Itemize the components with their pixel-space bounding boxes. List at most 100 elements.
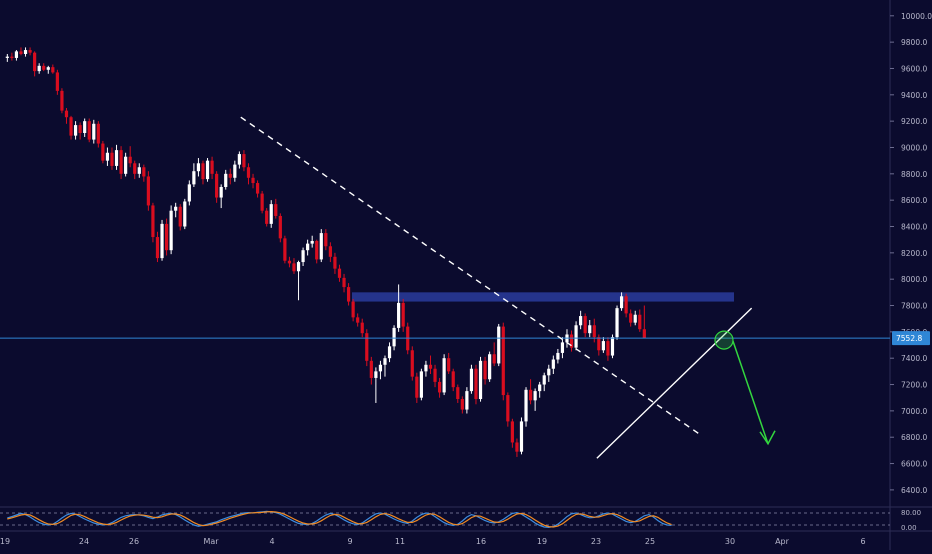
candle[interactable] — [192, 163, 196, 187]
time-axis[interactable]: 19 24 26 Mar 4 9 11 16 19 23 25 30 Apr 6 — [0, 537, 866, 546]
candle[interactable] — [105, 147, 110, 166]
candle[interactable] — [383, 355, 387, 377]
candle[interactable] — [114, 144, 119, 170]
candle[interactable] — [46, 65, 50, 74]
candle[interactable] — [337, 264, 342, 282]
candle[interactable] — [151, 202, 155, 243]
candle[interactable] — [397, 284, 401, 332]
candle[interactable] — [73, 121, 78, 140]
candle[interactable] — [615, 305, 619, 340]
candle[interactable] — [69, 115, 73, 140]
candle[interactable] — [515, 438, 519, 457]
candle[interactable] — [624, 293, 628, 318]
candle[interactable] — [160, 219, 164, 261]
candle[interactable] — [155, 231, 160, 263]
candle[interactable] — [433, 364, 437, 388]
candle[interactable] — [465, 387, 469, 414]
candle[interactable] — [174, 202, 178, 218]
candle[interactable] — [492, 342, 496, 367]
candle[interactable] — [451, 368, 455, 392]
candle[interactable] — [360, 318, 364, 338]
candle[interactable] — [519, 417, 524, 455]
candle[interactable] — [638, 309, 642, 332]
candle[interactable] — [287, 256, 292, 268]
candle[interactable] — [419, 368, 423, 401]
candle[interactable] — [60, 88, 64, 114]
candle[interactable] — [183, 198, 187, 230]
candle[interactable] — [410, 346, 414, 381]
candle[interactable] — [415, 372, 419, 403]
candle[interactable] — [488, 351, 492, 382]
candle[interactable] — [333, 252, 337, 274]
candle[interactable] — [96, 121, 100, 148]
candle[interactable] — [642, 305, 646, 339]
candle[interactable] — [328, 242, 332, 263]
candle[interactable] — [124, 152, 128, 177]
candle[interactable] — [378, 360, 383, 380]
candle[interactable] — [23, 47, 28, 57]
candle[interactable] — [456, 384, 460, 403]
candle[interactable] — [292, 258, 296, 274]
candle[interactable] — [442, 354, 446, 396]
candle[interactable] — [356, 313, 360, 327]
candle[interactable] — [10, 52, 14, 61]
candle[interactable] — [119, 146, 123, 180]
candle[interactable] — [301, 247, 305, 267]
candle[interactable] — [78, 122, 82, 140]
candle[interactable] — [42, 63, 46, 72]
candle[interactable] — [506, 392, 510, 427]
candle[interactable] — [137, 163, 141, 178]
candle[interactable] — [524, 387, 528, 427]
candle[interactable] — [269, 200, 273, 228]
candle[interactable] — [469, 364, 474, 394]
candle[interactable] — [255, 180, 260, 198]
candle[interactable] — [551, 355, 555, 374]
candle[interactable] — [528, 379, 533, 405]
candle[interactable] — [424, 360, 428, 377]
candle[interactable] — [233, 160, 237, 182]
candle[interactable] — [101, 140, 105, 164]
candle[interactable] — [306, 239, 310, 256]
candle[interactable] — [219, 184, 223, 209]
candle[interactable] — [538, 381, 542, 398]
candle[interactable] — [351, 298, 355, 322]
candle[interactable] — [196, 158, 201, 177]
candle[interactable] — [560, 337, 565, 359]
candle[interactable] — [533, 388, 537, 411]
candle[interactable] — [224, 169, 228, 190]
candle[interactable] — [501, 322, 505, 401]
candle[interactable] — [547, 364, 551, 382]
candle[interactable] — [205, 158, 210, 182]
candle[interactable] — [447, 352, 451, 374]
candle[interactable] — [542, 372, 546, 392]
candle[interactable] — [583, 313, 587, 338]
candle[interactable] — [228, 168, 232, 185]
candle[interactable] — [146, 171, 150, 211]
candle[interactable] — [510, 418, 514, 448]
candle[interactable] — [92, 119, 96, 144]
candle[interactable] — [28, 47, 32, 56]
candle[interactable] — [319, 229, 323, 263]
candle[interactable] — [133, 160, 137, 180]
candle[interactable] — [215, 171, 219, 203]
candle[interactable] — [55, 69, 59, 95]
candle[interactable] — [315, 239, 319, 264]
candle[interactable] — [83, 118, 87, 137]
candle[interactable] — [110, 147, 114, 170]
candle[interactable] — [37, 63, 41, 74]
candle[interactable] — [19, 47, 23, 56]
candle[interactable] — [619, 292, 624, 311]
candle[interactable] — [365, 329, 369, 367]
candle[interactable] — [574, 321, 578, 351]
candle[interactable] — [606, 337, 610, 361]
candle[interactable] — [260, 190, 264, 214]
candle[interactable] — [629, 309, 633, 327]
candle[interactable] — [242, 150, 246, 172]
candle[interactable] — [346, 283, 351, 306]
candle[interactable] — [324, 229, 328, 251]
candle[interactable] — [474, 364, 478, 405]
candle[interactable] — [369, 356, 373, 385]
candle[interactable] — [201, 160, 205, 185]
